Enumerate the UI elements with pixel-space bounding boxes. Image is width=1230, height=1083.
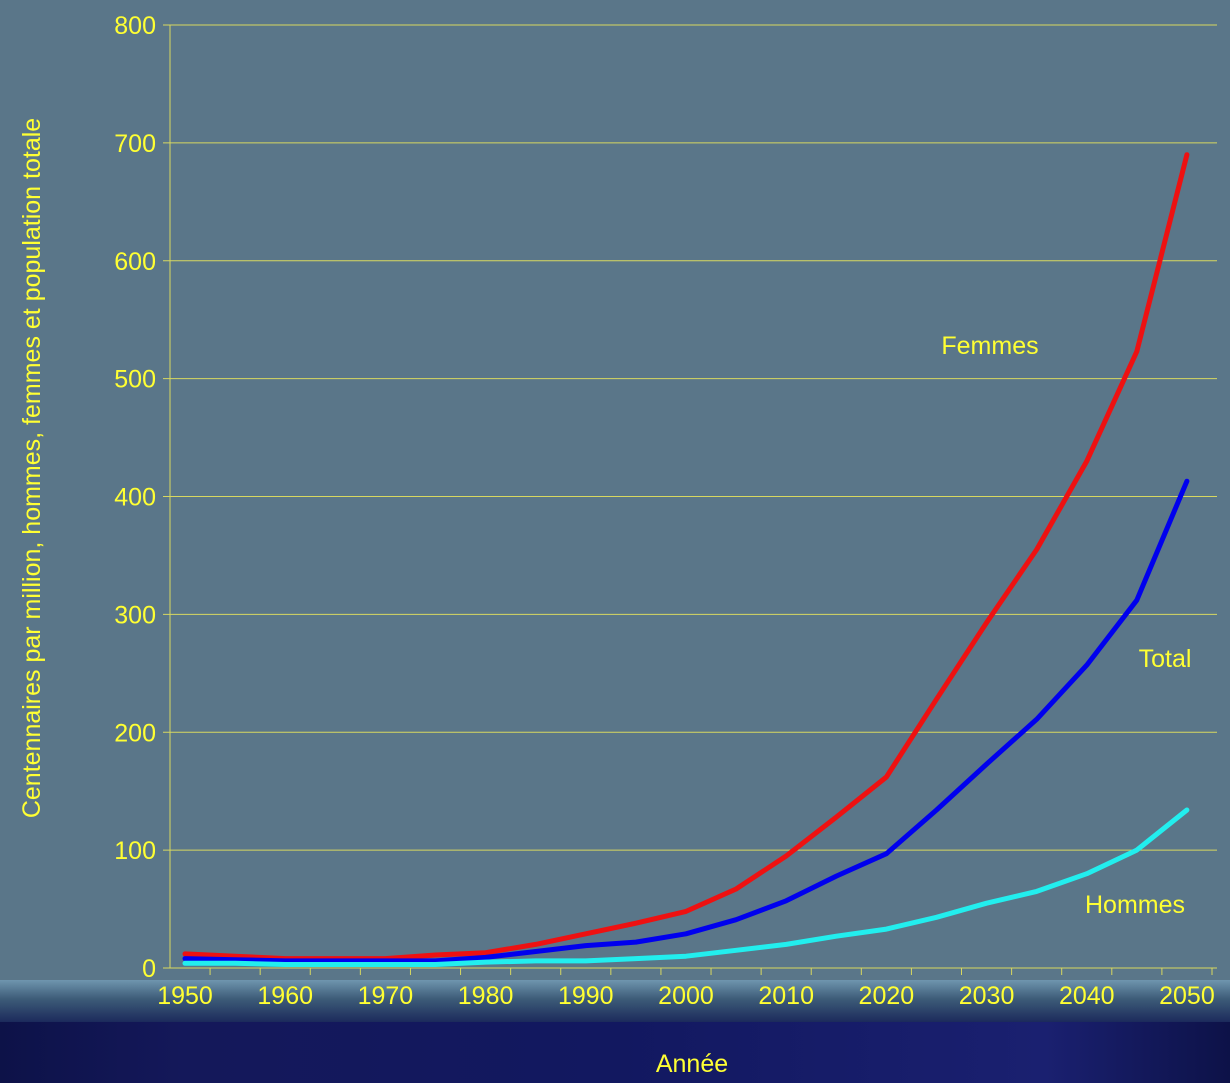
labels: 0 100 200 300 400 500 600 700 800 1950 1960 1970 198… xyxy=(114,12,1214,1010)
series-line-femmes xyxy=(182,152,1190,962)
grid xyxy=(170,24,1217,851)
x-tick-label: 1980 xyxy=(458,982,514,1010)
x-tick-label: 1960 xyxy=(257,982,313,1010)
x-tick-label: 1970 xyxy=(358,982,414,1010)
x-tick-label: 1950 xyxy=(157,982,213,1010)
y-tick-label: 200 xyxy=(114,719,156,747)
x-tick-label: 2040 xyxy=(1059,982,1115,1010)
y-tick-label: 0 xyxy=(142,955,156,983)
y-axis-title: Centennaires par million, hommes, femmes… xyxy=(18,118,46,818)
series-label-hommes: Hommes xyxy=(1085,891,1185,919)
x-tick-label: 1990 xyxy=(558,982,614,1010)
x-tick-label: 2010 xyxy=(758,982,814,1010)
y-tick-label: 300 xyxy=(114,601,156,629)
x-tick-label: 2030 xyxy=(959,982,1015,1010)
series-label-femmes: Femmes xyxy=(941,332,1038,360)
x-tick-label: 2020 xyxy=(859,982,915,1010)
series xyxy=(182,152,1190,967)
series-line-hommes xyxy=(182,807,1190,967)
y-tick-label: 700 xyxy=(114,130,156,158)
y-tick-label: 400 xyxy=(114,484,156,512)
series-line-total xyxy=(182,478,1190,964)
bottom-band xyxy=(0,980,1230,1022)
x-tick-label: 2000 xyxy=(658,982,714,1010)
x-tick-label: 2050 xyxy=(1159,982,1215,1010)
footer-bar xyxy=(0,1022,1230,1083)
y-tick-label: 100 xyxy=(114,837,156,865)
axes xyxy=(163,24,1217,975)
y-tick-label: 500 xyxy=(114,366,156,394)
x-axis-title: Année xyxy=(656,1050,728,1078)
y-tick-label: 600 xyxy=(114,248,156,276)
y-tick-label: 800 xyxy=(114,12,156,40)
series-label-total: Total xyxy=(1139,645,1192,673)
